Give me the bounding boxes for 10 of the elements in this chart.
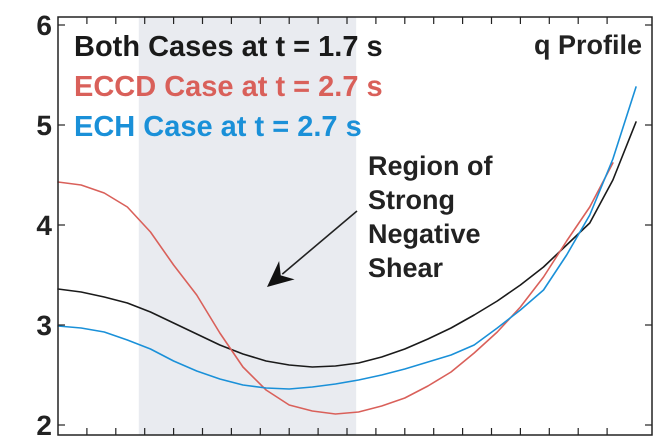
- y-tick-label: 2: [36, 410, 52, 438]
- y-tick-label: 4: [36, 210, 52, 242]
- y-tick-label: 3: [36, 310, 52, 342]
- legend-label: Both Cases at t = 1.7 s: [74, 31, 383, 63]
- text: ECH Case at t = 2.7 s: [74, 111, 362, 143]
- y-tick-label: 5: [36, 110, 52, 142]
- y-tick-label: 6: [36, 10, 52, 42]
- text: q Profile: [534, 30, 642, 60]
- text: ECCD Case at t = 2.7 s: [74, 71, 383, 103]
- annotation: Region of Strong Negative Shear: [368, 151, 494, 283]
